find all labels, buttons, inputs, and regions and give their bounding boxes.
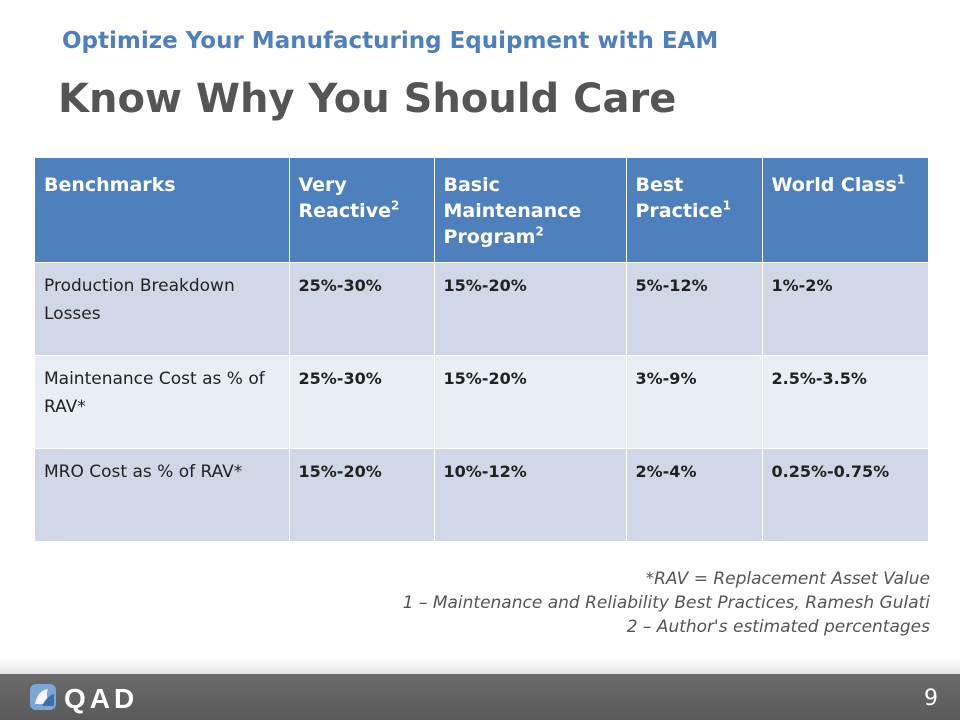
footnotes: *RAV = Replacement Asset Value 1 – Maint… <box>403 567 930 639</box>
svg-text:QAD: QAD <box>64 683 138 714</box>
cell-value: 15%-20% <box>289 447 435 541</box>
header-best-practice: Best Practice1 <box>626 158 763 262</box>
qad-logo: QAD <box>30 683 138 714</box>
row-label: MRO Cost as % of RAV* <box>35 447 290 541</box>
cell-value: 15%-20% <box>434 261 627 355</box>
qad-logo-icon <box>30 684 56 710</box>
header-world-class: World Class1 <box>762 158 928 262</box>
cell-value: 25%-30% <box>289 261 435 355</box>
header-very-reactive: Very Reactive2 <box>289 158 435 262</box>
cell-value: 2.5%-3.5% <box>762 354 928 448</box>
footnote-1: 1 – Maintenance and Reliability Best Pra… <box>402 593 930 613</box>
cell-value: 5%-12% <box>626 261 763 355</box>
footer-fade <box>0 658 960 674</box>
benchmarks-table: Benchmarks Very Reactive2 Basic Maintena… <box>35 158 928 541</box>
table-header-row: Benchmarks Very Reactive2 Basic Maintena… <box>35 158 928 262</box>
page-number: 9 <box>924 686 938 711</box>
table-row: MRO Cost as % of RAV* 15%-20% 10%-12% 2%… <box>35 447 928 541</box>
cell-value: 3%-9% <box>626 354 763 448</box>
table-row: Maintenance Cost as % of RAV* 25%-30% 15… <box>35 354 928 448</box>
table-row: Production Breakdown Losses 25%-30% 15%-… <box>35 261 928 355</box>
cell-value: 2%-4% <box>626 447 763 541</box>
header-benchmarks: Benchmarks <box>35 158 290 262</box>
footnote-ref: 1 <box>896 172 906 187</box>
cell-value: 25%-30% <box>289 354 435 448</box>
cell-value: 0.25%-0.75% <box>762 447 928 541</box>
slide-subtitle: Optimize Your Manufacturing Equipment wi… <box>62 28 719 54</box>
cell-value: 15%-20% <box>434 354 627 448</box>
footnote-ref: 2 <box>535 224 544 239</box>
footnote-2: 2 – Author's estimated percentages <box>626 617 930 637</box>
footnote-rav: *RAV = Replacement Asset Value <box>645 569 930 589</box>
row-label: Maintenance Cost as % of RAV* <box>35 354 290 448</box>
footnote-ref: 2 <box>390 198 400 213</box>
slide-title: Know Why You Should Care <box>58 76 677 122</box>
footer-bar <box>0 674 960 720</box>
cell-value: 10%-12% <box>434 447 627 541</box>
footnote-ref: 1 <box>722 198 731 213</box>
row-label: Production Breakdown Losses <box>35 261 290 355</box>
cell-value: 1%-2% <box>762 261 928 355</box>
header-basic-maintenance: Basic Maintenance Program2 <box>434 158 627 262</box>
